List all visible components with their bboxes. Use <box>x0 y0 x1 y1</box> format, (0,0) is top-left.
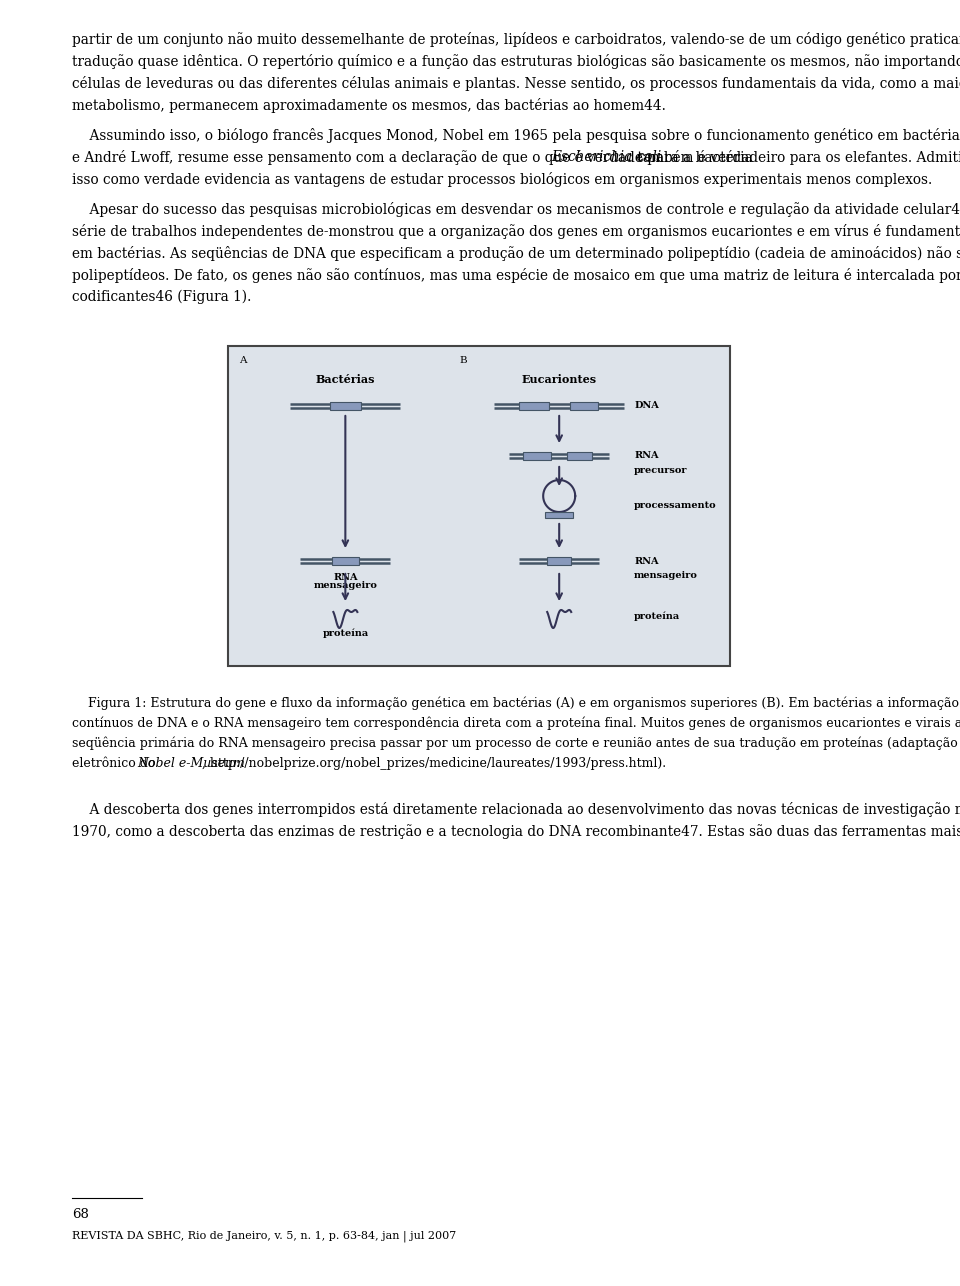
Text: série de trabalhos independentes de-monstrou que a organização dos genes em orga: série de trabalhos independentes de-mons… <box>72 224 960 239</box>
Text: A descoberta dos genes interrompidos está diretamente relacionada ao desenvolvim: A descoberta dos genes interrompidos est… <box>72 802 960 817</box>
Text: A: A <box>239 356 247 365</box>
Bar <box>545 512 573 518</box>
Text: seqüência primária do RNA mensageiro precisa passar por um processo de corte e r: seqüência primária do RNA mensageiro pre… <box>72 737 960 751</box>
Text: metabolismo, permanecem aproximadamente os mesmos, das bactérias ao homem44.: metabolismo, permanecem aproximadamente … <box>72 98 666 113</box>
Text: partir de um conjunto não muito dessemelhante de proteínas, lipídeos e carboidra: partir de um conjunto não muito dessemel… <box>72 32 960 48</box>
Bar <box>228 346 730 666</box>
Text: Figura 1: Estrutura do gene e fluxo da informação genética em bactérias (A) e em: Figura 1: Estrutura do gene e fluxo da i… <box>72 696 960 710</box>
Text: mensageiro: mensageiro <box>313 581 377 590</box>
Text: Nobel e-Museum: Nobel e-Museum <box>137 757 245 770</box>
Text: RNA: RNA <box>635 557 659 566</box>
Text: 68: 68 <box>72 1208 89 1220</box>
Text: processamento: processamento <box>635 502 717 511</box>
Bar <box>330 401 361 410</box>
Text: Assumindo isso, o biólogo francês Jacques Monod, Nobel em 1965 pela pesquisa sob: Assumindo isso, o biólogo francês Jacque… <box>72 129 960 143</box>
Text: tradução quase idêntica. O repertório químico e a função das estruturas biológic: tradução quase idêntica. O repertório qu… <box>72 54 960 69</box>
Text: precursor: precursor <box>635 466 687 475</box>
Text: Bactérias: Bactérias <box>316 374 375 385</box>
Text: contínuos de DNA e o RNA mensageiro tem correspondência direta com a proteína fi: contínuos de DNA e o RNA mensageiro tem … <box>72 716 960 730</box>
Text: REVISTA DA SBHC, Rio de Janeiro, v. 5, n. 1, p. 63-84, jan | jul 2007: REVISTA DA SBHC, Rio de Janeiro, v. 5, n… <box>72 1231 456 1242</box>
Bar <box>570 403 598 410</box>
Text: isso como verdade evidencia as vantagens de estudar processos biológicos em orga: isso como verdade evidencia as vantagens… <box>72 172 932 186</box>
Text: RNA: RNA <box>333 574 358 583</box>
Text: proteína: proteína <box>323 628 369 638</box>
Text: DNA: DNA <box>635 401 660 410</box>
Text: Escherichia coli: Escherichia coli <box>551 150 661 165</box>
Bar <box>523 451 551 460</box>
Text: também é verdadeiro para os elefantes. Admitir: também é verdadeiro para os elefantes. A… <box>633 150 960 165</box>
Text: proteína: proteína <box>635 611 681 621</box>
Bar <box>547 557 571 566</box>
Bar <box>519 403 549 410</box>
Text: Eucariontes: Eucariontes <box>521 374 597 385</box>
Text: RNA: RNA <box>635 451 659 460</box>
Text: em bactérias. As seqüências de DNA que especificam a produção de um determinado : em bactérias. As seqüências de DNA que e… <box>72 246 960 261</box>
Text: , http://nobelprize.org/nobel_prizes/medicine/laureates/1993/press.html).: , http://nobelprize.org/nobel_prizes/med… <box>202 757 666 770</box>
Text: B: B <box>460 356 468 365</box>
Text: 1970, como a descoberta das enzimas de restrição e a tecnologia do DNA recombina: 1970, como a descoberta das enzimas de r… <box>72 824 960 838</box>
Text: mensageiro: mensageiro <box>635 571 698 580</box>
Text: eletrônico do: eletrônico do <box>72 757 159 770</box>
Text: células de leveduras ou das diferentes células animais e plantas. Nesse sentido,: células de leveduras ou das diferentes c… <box>72 76 960 91</box>
Bar <box>566 451 591 460</box>
Text: polipeptídeos. De fato, os genes não são contínuos, mas uma espécie de mosaico e: polipeptídeos. De fato, os genes não são… <box>72 267 960 283</box>
Bar <box>332 557 359 566</box>
Text: e André Lwoff, resume esse pensamento com a declaração de que o que é verdade pa: e André Lwoff, resume esse pensamento co… <box>72 150 757 165</box>
Text: Apesar do sucesso das pesquisas microbiológicas em desvendar os mecanismos de co: Apesar do sucesso das pesquisas microbio… <box>72 202 960 217</box>
Text: codificantes46 (Figura 1).: codificantes46 (Figura 1). <box>72 291 252 305</box>
